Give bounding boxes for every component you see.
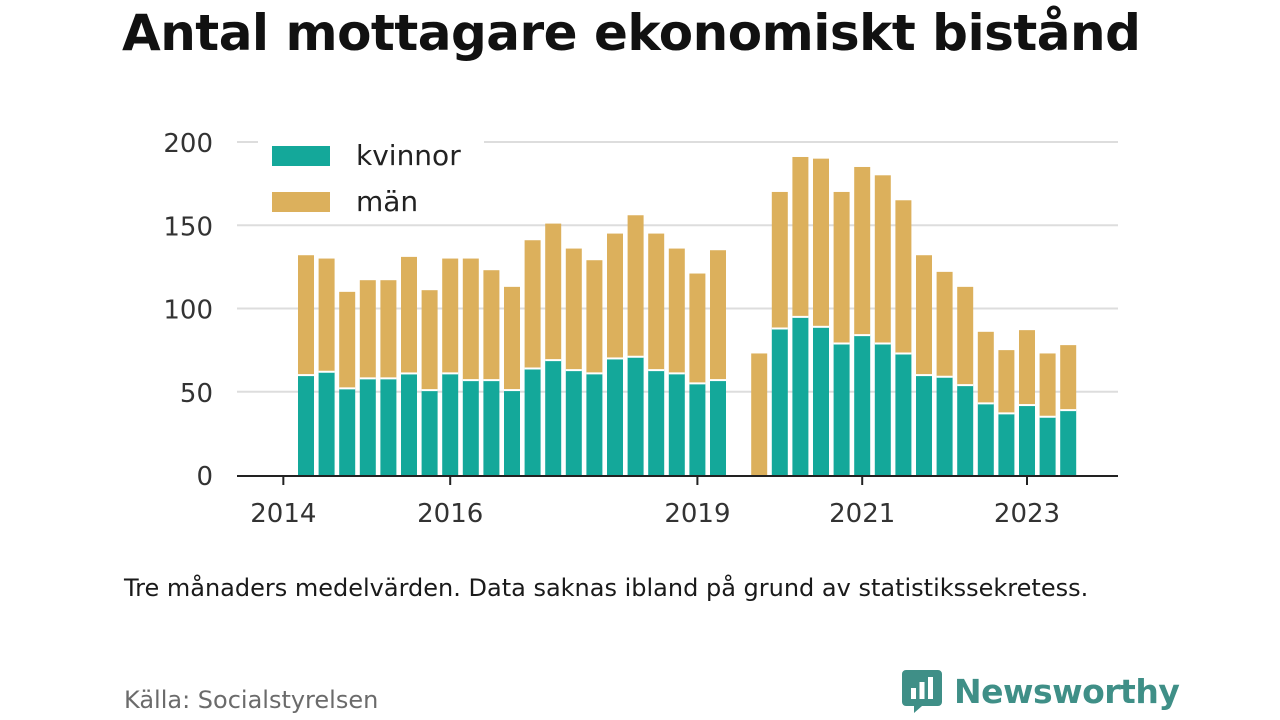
bar-man [689, 273, 706, 384]
bar-kvinnor [1019, 405, 1035, 475]
y-tick-label: 150 [163, 212, 213, 242]
bar-kvinnor [771, 328, 788, 475]
bar-kvinnor [833, 343, 850, 475]
legend-label: män [356, 185, 418, 218]
bar-kvinnor [854, 335, 871, 475]
bar-man [1060, 345, 1077, 411]
legend: kvinnor män [258, 130, 484, 222]
bar-man [916, 255, 932, 376]
x-tick-label: 2023 [994, 499, 1060, 529]
source-credit: Källa: Socialstyrelsen [124, 686, 379, 714]
bar-man [504, 286, 520, 391]
bar-kvinnor [421, 390, 438, 475]
bar-kvinnor [442, 373, 459, 475]
bar-man [627, 215, 644, 357]
bar-kvinnor [298, 375, 314, 475]
bar-man [813, 158, 829, 327]
bar-man [710, 250, 726, 381]
legend-label: kvinnor [356, 139, 461, 172]
bar-man [483, 270, 500, 381]
bar-kvinnor [1060, 410, 1077, 475]
bar-man [874, 175, 891, 344]
bar-man [401, 256, 417, 374]
bar-kvinnor [586, 373, 603, 475]
bar-kvinnor [607, 358, 623, 475]
legend-swatch-man [272, 192, 330, 212]
bar-kvinnor [318, 371, 335, 475]
bar-kvinnor [998, 413, 1015, 475]
bar-man [998, 350, 1015, 414]
bar-man [565, 248, 582, 371]
bar-man [462, 258, 479, 381]
y-tick-label: 100 [163, 296, 213, 326]
bar-kvinnor [916, 375, 932, 475]
bar-kvinnor [813, 326, 829, 475]
bar-kvinnor [1039, 416, 1056, 475]
stacked-bar-chart: 0 50 100 150 200 2014 2016 2019 2021 2023 kvinno… [163, 129, 1118, 529]
bar-man [977, 331, 994, 404]
bar-kvinnor [895, 353, 912, 475]
bar-kvinnor [339, 388, 356, 475]
bar-kvinnor [689, 383, 706, 475]
y-tick-label: 50 [180, 379, 213, 409]
bar-kvinnor [648, 370, 665, 475]
bar-kvinnor [359, 378, 376, 475]
legend-swatch-kvinnor [272, 146, 330, 166]
bar-man [957, 286, 974, 386]
bar-kvinnor [977, 403, 994, 475]
bar-kvinnor [545, 360, 562, 475]
bar-man [895, 200, 912, 354]
bars [298, 156, 1077, 475]
bar-kvinnor [380, 378, 397, 475]
brand-name: Newsworthy [954, 671, 1180, 711]
bar-man [359, 280, 376, 379]
bar-man [648, 233, 665, 371]
bar-kvinnor [936, 376, 953, 475]
x-axis: 2014 2016 2019 2021 2023 [237, 475, 1118, 529]
x-tick-label: 2019 [664, 499, 730, 529]
bar-man [524, 240, 541, 369]
bar-man [751, 353, 768, 475]
bar-man [936, 271, 953, 377]
x-tick-label: 2016 [417, 499, 483, 529]
bar-man [318, 258, 335, 372]
bar-man [833, 191, 850, 344]
bar-kvinnor [401, 373, 417, 475]
chart-title: Antal mottagare ekonomiskt bistånd [122, 4, 1141, 62]
bar-kvinnor [627, 356, 644, 475]
bar-man [607, 233, 623, 359]
y-tick-label: 0 [196, 462, 213, 492]
x-tick-label: 2014 [250, 499, 316, 529]
bar-man [586, 260, 603, 374]
bar-man [421, 290, 438, 391]
bar-man [380, 280, 397, 379]
bar-man [1019, 330, 1035, 406]
bar-kvinnor [504, 390, 520, 475]
bar-kvinnor [792, 316, 809, 475]
bar-kvinnor [565, 370, 582, 475]
y-axis-ticks: 0 50 100 150 200 [163, 129, 213, 492]
bar-kvinnor [957, 385, 974, 475]
x-tick-label: 2021 [829, 499, 895, 529]
bar-man [545, 223, 562, 361]
bar-man [1039, 353, 1056, 417]
y-tick-label: 200 [163, 129, 213, 159]
bar-kvinnor [874, 343, 891, 475]
bar-kvinnor [462, 380, 479, 475]
bar-man [792, 156, 809, 317]
chat-bar-chart-icon [902, 670, 942, 713]
bar-man [771, 191, 788, 329]
chart-note: Tre månaders medelvärden. Data saknas ib… [124, 574, 1089, 602]
bar-man [442, 258, 459, 374]
bar-man [854, 166, 871, 336]
bar-kvinnor [710, 380, 726, 475]
bar-kvinnor [524, 368, 541, 475]
brand-logo[interactable]: Newsworthy [900, 668, 1180, 714]
bar-kvinnor [483, 380, 500, 475]
bar-kvinnor [668, 373, 685, 475]
bar-man [298, 255, 314, 376]
bar-man [668, 248, 685, 374]
bar-man [339, 291, 356, 389]
